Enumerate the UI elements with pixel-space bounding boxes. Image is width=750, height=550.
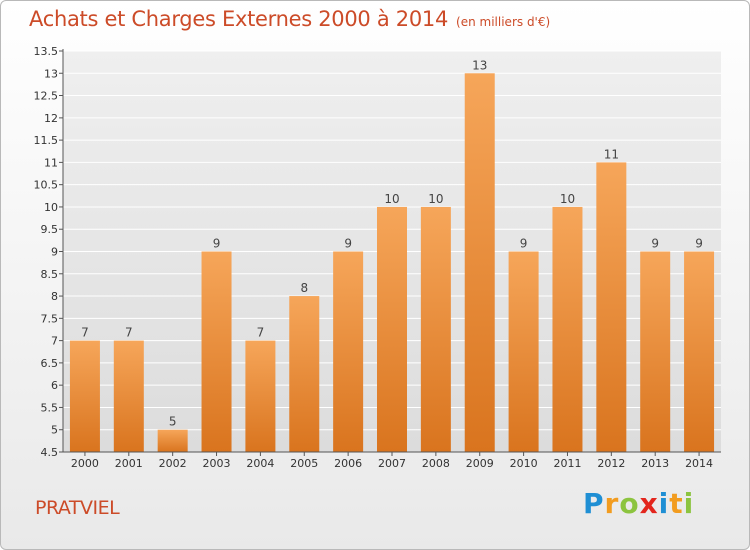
data-label-2005: 8 [300, 281, 308, 295]
bar-2003 [201, 251, 232, 452]
x-tick-label: 2002 [159, 457, 187, 470]
y-tick-label: 8 [51, 290, 58, 303]
y-tick-label: 9 [51, 246, 58, 259]
y-tick-label: 5.5 [41, 401, 59, 414]
logo-letter: i [658, 487, 670, 520]
y-tick-label: 12 [44, 112, 58, 125]
x-tick-label: 2009 [466, 457, 494, 470]
bar-2009 [464, 73, 495, 453]
logo-letter: t [669, 487, 684, 520]
y-tick-label: 13 [44, 67, 58, 80]
bar-2000 [69, 340, 100, 452]
data-label-2010: 9 [520, 237, 528, 251]
x-axis: 2000 2001 2002 2003 2004 2005 2006 2007 2008 2009… [63, 451, 721, 470]
x-tick-label: 2013 [641, 457, 669, 470]
data-label-2003: 9 [213, 237, 221, 251]
x-tick-label: 2010 [510, 457, 538, 470]
bar-2011 [552, 206, 583, 452]
data-label-2008: 10 [428, 192, 443, 206]
bar-2006 [333, 251, 364, 452]
logo-letter: r [604, 487, 620, 520]
bar-2008 [420, 206, 451, 452]
bar-2014 [684, 251, 715, 452]
y-tick-label: 12.5 [34, 90, 59, 103]
x-tick-label: 2006 [334, 457, 362, 470]
logo-letter: P [583, 487, 605, 520]
data-label-2004: 7 [257, 326, 265, 340]
commune-name: PRATVIEL [35, 497, 120, 519]
x-tick-label: 2008 [422, 457, 450, 470]
x-tick-label: 2001 [115, 457, 143, 470]
y-tick-label: 7 [51, 335, 58, 348]
logo-letter: o [619, 487, 640, 520]
chart-title-text: Achats et Charges Externes 2000 à 2014 [29, 7, 449, 31]
x-tick-label: 2014 [685, 457, 713, 470]
x-tick-label: 2004 [246, 457, 274, 470]
x-tick-label: 2003 [203, 457, 231, 470]
y-tick-label: 5 [51, 424, 58, 437]
bar-2013 [640, 251, 671, 452]
x-tick-label: 2005 [290, 457, 318, 470]
data-label-2000: 7 [81, 326, 89, 340]
bar-2007 [377, 206, 407, 452]
logo-letter: x [639, 487, 659, 520]
x-tick-label: 2007 [378, 457, 406, 470]
y-tick-label: 7.5 [41, 312, 59, 325]
bar-2002 [157, 429, 188, 452]
bar-2004 [245, 340, 276, 452]
bar-2010 [508, 251, 539, 452]
y-tick-label: 8.5 [41, 268, 59, 281]
y-tick-label: 11 [44, 156, 58, 169]
data-label-2011: 10 [560, 192, 575, 206]
y-tick-label: 6 [51, 379, 58, 392]
proxiti-logo: Proxiti [583, 487, 694, 520]
y-tick-label: 11.5 [34, 134, 59, 147]
y-tick-label: 6.5 [41, 357, 59, 370]
y-tick-label: 10 [44, 201, 58, 214]
bars: 7 7 5 9 7 8 9 10 10 13 9 10 11 9 9 [69, 58, 715, 453]
y-tick-label: 13.5 [34, 45, 59, 58]
data-label-2009: 13 [472, 58, 487, 72]
y-axis: 4.5 5 5.5 6 6.5 7 7.5 8 8.5 9 9.5 10 10.5 11 11.5 12 12.… [34, 45, 64, 459]
x-tick-label: 2011 [553, 457, 581, 470]
x-tick-label: 2012 [597, 457, 625, 470]
logo-letter: i [683, 487, 695, 520]
bar-2001 [113, 340, 144, 452]
data-label-2007: 10 [384, 192, 399, 206]
data-label-2001: 7 [125, 326, 133, 340]
y-tick-label: 4.5 [41, 446, 59, 459]
data-label-2002: 5 [169, 415, 177, 429]
data-label-2006: 9 [344, 237, 352, 251]
chart-title: Achats et Charges Externes 2000 à 2014 (e… [29, 7, 550, 31]
y-tick-label: 10.5 [34, 179, 59, 192]
x-tick-label: 2000 [71, 457, 99, 470]
data-label-2014: 9 [695, 237, 703, 251]
bar-2012 [596, 162, 627, 452]
chart-subtitle: (en milliers d'€) [456, 15, 551, 29]
bar-2005 [289, 296, 320, 452]
data-label-2013: 9 [651, 237, 659, 251]
y-tick-label: 9.5 [41, 223, 59, 236]
data-label-2012: 11 [604, 147, 619, 161]
